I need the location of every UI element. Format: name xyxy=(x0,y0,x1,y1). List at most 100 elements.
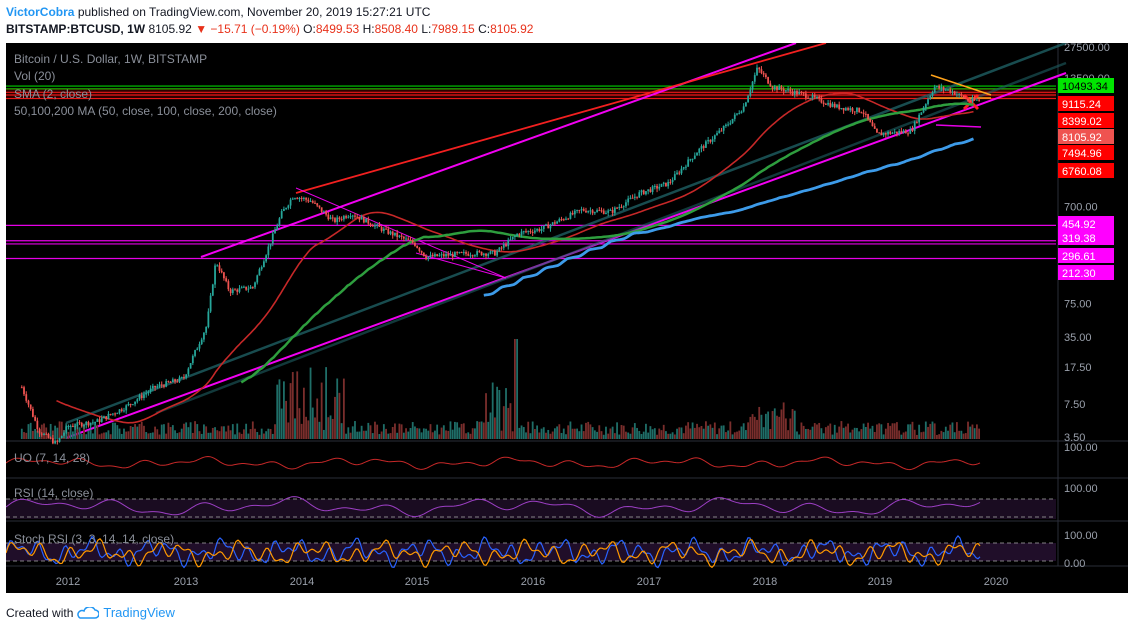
candle-body xyxy=(331,217,334,219)
volume-bar xyxy=(840,421,843,439)
volume-bar xyxy=(340,423,343,439)
ma-50-line xyxy=(56,92,974,424)
candle-body xyxy=(145,393,148,395)
candle-body xyxy=(751,81,754,90)
volume-bar xyxy=(511,431,514,439)
volume-bar xyxy=(409,428,412,439)
volume-bar xyxy=(909,424,912,439)
candle-body xyxy=(465,252,467,254)
price-axis: 27500.0013500.00700.0075.0035.0017.507.5… xyxy=(56,42,1110,588)
volume-bar xyxy=(269,428,272,439)
volume-bar xyxy=(533,429,536,439)
author-link[interactable]: VictorCobra xyxy=(6,5,75,19)
candle-body xyxy=(63,432,65,436)
volume-bar xyxy=(705,421,707,439)
candle-body xyxy=(940,86,943,89)
volume-bar xyxy=(278,379,281,439)
volume-bar xyxy=(198,431,201,439)
volume-bar xyxy=(67,431,70,439)
candle-body xyxy=(160,384,163,386)
candle-body xyxy=(267,246,270,256)
candle-body xyxy=(771,86,774,89)
header-line-1: VictorCobra published on TradingView.com… xyxy=(6,5,430,19)
volume-bar xyxy=(356,431,359,439)
volume-bar xyxy=(494,417,496,439)
volume-bar xyxy=(571,428,574,439)
candle-body xyxy=(627,198,630,203)
indicator-tick-label: 100.00 xyxy=(1064,530,1098,542)
candle-body xyxy=(973,98,976,100)
volume-bar xyxy=(402,432,405,439)
volume-bar xyxy=(376,424,379,439)
candle-body xyxy=(522,231,525,233)
candle-body xyxy=(227,281,230,290)
candle-body xyxy=(918,114,921,123)
volume-bar xyxy=(100,433,103,439)
candle-body xyxy=(274,229,276,234)
volume-bar xyxy=(54,425,57,439)
candle-body xyxy=(631,197,634,199)
candle-body xyxy=(827,102,829,105)
candle-body xyxy=(191,355,194,364)
candle-body xyxy=(449,253,452,256)
volume-bar xyxy=(747,422,750,439)
volume-bar xyxy=(964,433,967,439)
chart-panel[interactable]: 27500.0013500.00700.0075.0035.0017.507.5… xyxy=(5,41,1128,593)
candle-body xyxy=(32,408,34,417)
candle-body xyxy=(742,106,745,112)
volume-bar xyxy=(71,431,74,439)
candle-body xyxy=(576,210,578,212)
volume-bar xyxy=(707,425,710,439)
volume-bar xyxy=(149,432,152,439)
candle-body xyxy=(862,112,865,114)
volume-bar xyxy=(529,433,532,439)
candle-body xyxy=(658,186,661,189)
volume-bar xyxy=(927,426,929,439)
volume-bar xyxy=(147,433,150,439)
volume-bar xyxy=(369,425,372,439)
candle-body xyxy=(942,86,945,90)
header-line-2: BITSTAMP:BTCUSD, 1W 8105.92 ▼ −15.71 (−0… xyxy=(6,22,533,36)
volume-bar xyxy=(922,431,925,439)
moving-averages xyxy=(56,92,975,424)
candle-body xyxy=(467,253,470,256)
candle-body xyxy=(938,85,941,89)
volume-bar xyxy=(40,424,43,439)
volume-bar xyxy=(929,423,932,439)
candle-body xyxy=(907,133,909,135)
candle-body xyxy=(620,206,623,208)
volume-bar xyxy=(203,424,205,439)
candle-body xyxy=(787,89,789,91)
candle-body xyxy=(778,86,781,90)
volume-bar xyxy=(298,408,301,439)
candle-body xyxy=(729,123,732,125)
created-with-text: Created with xyxy=(6,605,74,620)
volume-bar xyxy=(978,428,981,439)
volume-bar xyxy=(145,432,148,439)
volume-bar xyxy=(862,423,865,439)
volume-bar xyxy=(753,416,756,439)
candle-body xyxy=(489,251,492,254)
candle-body xyxy=(791,91,794,95)
chart-svg[interactable]: 27500.0013500.00700.0075.0035.0017.507.5… xyxy=(5,41,1128,593)
volume-bar xyxy=(813,423,816,439)
volume-bar xyxy=(671,432,674,439)
volume-bar xyxy=(702,428,705,439)
volume-bar xyxy=(414,426,416,439)
candle-body xyxy=(764,74,767,78)
volume-bar xyxy=(140,421,143,439)
candle-body xyxy=(43,433,45,435)
volume-bar xyxy=(882,434,885,439)
candle-body xyxy=(525,231,527,233)
candle-body xyxy=(813,95,816,98)
footer: Created with TradingView xyxy=(6,605,175,620)
candle-body xyxy=(833,103,836,108)
volume-bar xyxy=(893,423,896,439)
candle-body xyxy=(194,350,196,356)
volume-bar xyxy=(56,427,59,439)
volume-bar xyxy=(631,427,634,439)
candle-body xyxy=(753,75,756,82)
tradingview-brand-link[interactable]: TradingView xyxy=(103,605,175,620)
volume-bar xyxy=(800,422,803,439)
last-price: 8105.92 xyxy=(148,22,192,36)
